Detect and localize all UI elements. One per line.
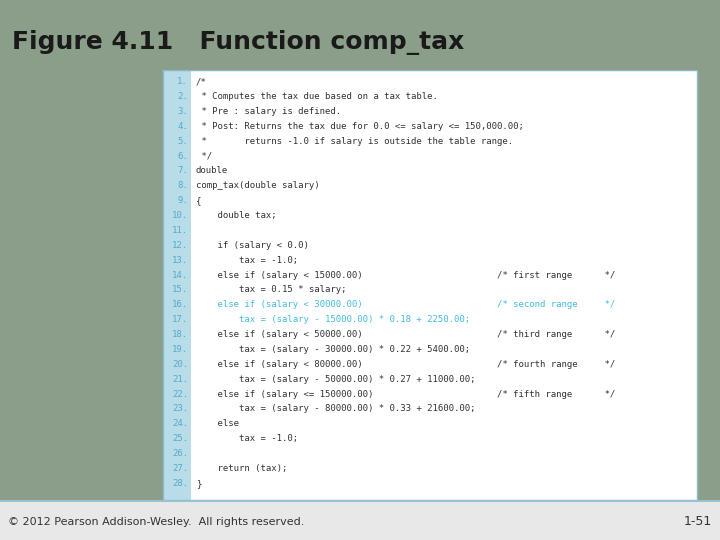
Text: tax = (salary - 50000.00) * 0.27 + 11000.00;: tax = (salary - 50000.00) * 0.27 + 11000… xyxy=(196,375,475,384)
Text: {: { xyxy=(196,196,202,205)
Text: 5.: 5. xyxy=(177,137,188,146)
Text: © 2012 Pearson Addison-Wesley.  All rights reserved.: © 2012 Pearson Addison-Wesley. All right… xyxy=(8,517,305,527)
Bar xyxy=(163,70,697,500)
Text: 17.: 17. xyxy=(172,315,188,324)
Text: 13.: 13. xyxy=(172,256,188,265)
Text: tax = (salary - 80000.00) * 0.33 + 21600.00;: tax = (salary - 80000.00) * 0.33 + 21600… xyxy=(196,404,475,414)
Text: tax = (salary - 30000.00) * 0.22 + 5400.00;: tax = (salary - 30000.00) * 0.22 + 5400.… xyxy=(196,345,470,354)
Text: 16.: 16. xyxy=(172,300,188,309)
Text: 12.: 12. xyxy=(172,241,188,250)
Text: *       returns -1.0 if salary is outside the table range.: * returns -1.0 if salary is outside the … xyxy=(196,137,513,146)
Text: 3.: 3. xyxy=(177,107,188,116)
Text: */: */ xyxy=(196,152,212,160)
Text: 1-51: 1-51 xyxy=(684,515,712,528)
Text: 9.: 9. xyxy=(177,196,188,205)
Text: double tax;: double tax; xyxy=(196,211,276,220)
Text: * Computes the tax due based on a tax table.: * Computes the tax due based on a tax ta… xyxy=(196,92,438,101)
Text: 25.: 25. xyxy=(172,434,188,443)
Text: else if (salary < 50000.00)                         /* third range      */: else if (salary < 50000.00) /* third ran… xyxy=(196,330,616,339)
Text: 23.: 23. xyxy=(172,404,188,414)
Text: tax = -1.0;: tax = -1.0; xyxy=(196,256,298,265)
Bar xyxy=(163,70,697,500)
Text: else: else xyxy=(196,420,239,428)
Text: 2.: 2. xyxy=(177,92,188,101)
Text: Figure 4.11   Function comp_tax: Figure 4.11 Function comp_tax xyxy=(12,30,464,55)
Text: 15.: 15. xyxy=(172,286,188,294)
Text: tax = (salary - 15000.00) * 0.18 + 2250.00;: tax = (salary - 15000.00) * 0.18 + 2250.… xyxy=(196,315,470,324)
Text: 27.: 27. xyxy=(172,464,188,473)
Bar xyxy=(163,70,191,500)
Text: /*: /* xyxy=(196,77,207,86)
Text: else if (salary < 15000.00)                         /* first range      */: else if (salary < 15000.00) /* first ran… xyxy=(196,271,616,280)
Text: 21.: 21. xyxy=(172,375,188,384)
Text: 22.: 22. xyxy=(172,389,188,399)
Text: * Pre : salary is defined.: * Pre : salary is defined. xyxy=(196,107,341,116)
Text: 24.: 24. xyxy=(172,420,188,428)
Text: 6.: 6. xyxy=(177,152,188,160)
Text: 28.: 28. xyxy=(172,479,188,488)
Text: * Post: Returns the tax due for 0.0 <= salary <= 150,000.00;: * Post: Returns the tax due for 0.0 <= s… xyxy=(196,122,524,131)
Text: 19.: 19. xyxy=(172,345,188,354)
Text: else if (salary < 80000.00)                         /* fourth range     */: else if (salary < 80000.00) /* fourth ra… xyxy=(196,360,616,369)
Text: tax = -1.0;: tax = -1.0; xyxy=(196,434,298,443)
Text: 1.: 1. xyxy=(177,77,188,86)
Text: 26.: 26. xyxy=(172,449,188,458)
Text: 7.: 7. xyxy=(177,166,188,176)
Text: 18.: 18. xyxy=(172,330,188,339)
Text: 20.: 20. xyxy=(172,360,188,369)
Text: return (tax);: return (tax); xyxy=(196,464,287,473)
Text: comp_tax(double salary): comp_tax(double salary) xyxy=(196,181,320,190)
Text: 14.: 14. xyxy=(172,271,188,280)
Text: else if (salary < 30000.00)                         /* second range     */: else if (salary < 30000.00) /* second ra… xyxy=(196,300,616,309)
Text: tax = 0.15 * salary;: tax = 0.15 * salary; xyxy=(196,286,346,294)
Text: 8.: 8. xyxy=(177,181,188,190)
Text: }: } xyxy=(196,479,202,488)
Text: 11.: 11. xyxy=(172,226,188,235)
Text: if (salary < 0.0): if (salary < 0.0) xyxy=(196,241,309,250)
Text: else if (salary <= 150000.00)                       /* fifth range      */: else if (salary <= 150000.00) /* fifth r… xyxy=(196,389,616,399)
Text: 10.: 10. xyxy=(172,211,188,220)
Text: double: double xyxy=(196,166,228,176)
Text: 4.: 4. xyxy=(177,122,188,131)
